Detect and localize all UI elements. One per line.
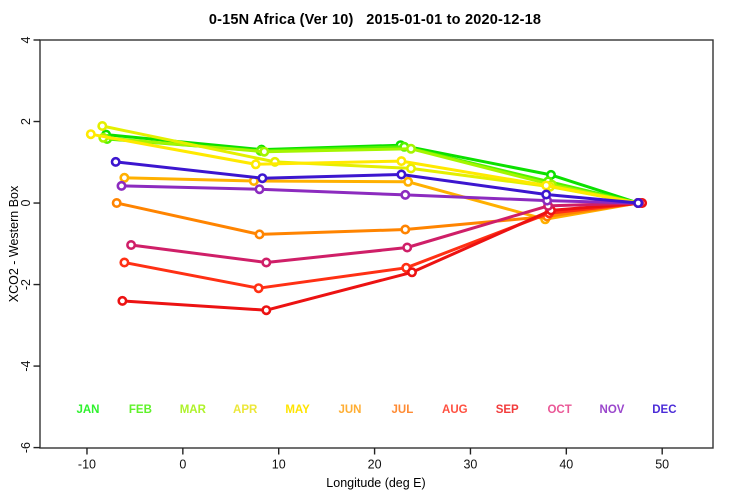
month-label-FEB: FEB: [129, 404, 152, 416]
x-tick-label: 40: [559, 458, 573, 472]
month-label-JUL: JUL: [392, 404, 414, 416]
month-label-SEP: SEP: [496, 404, 519, 416]
y-tick-label: 2: [19, 118, 33, 125]
month-label-DEC: DEC: [652, 404, 676, 416]
x-tick-label: -10: [78, 458, 96, 472]
data-point-JUN: [403, 176, 414, 187]
month-label-MAR: MAR: [180, 404, 207, 416]
data-point-DEC: [633, 198, 644, 209]
data-point-AUG: [253, 283, 264, 294]
data-point-APR: [97, 121, 108, 132]
data-point-APR: [405, 163, 416, 174]
y-tick-label: 4: [19, 36, 33, 43]
data-point-SEP: [406, 267, 417, 278]
data-point-SEP: [117, 295, 128, 306]
series-line-APR: [100, 124, 640, 205]
data-point-NOV: [116, 180, 127, 191]
x-tick-label: 20: [368, 458, 382, 472]
month-label-NOV: NOV: [600, 404, 625, 416]
y-tick-label: -4: [19, 360, 33, 371]
data-point-JUL: [111, 198, 122, 209]
y-tick-label: 0: [19, 200, 33, 207]
data-point-DEC: [541, 189, 552, 200]
data-point-DEC: [110, 156, 121, 167]
month-label-APR: APR: [233, 404, 258, 416]
data-point-JUN: [119, 172, 130, 183]
y-axis-title: XCO2 - Western Box: [7, 185, 21, 303]
series-line-JUL: [115, 201, 640, 236]
data-point-JUL: [400, 224, 411, 235]
y-tick-label: -6: [19, 442, 33, 453]
data-point-JUL: [254, 229, 265, 240]
data-point-MAY: [85, 129, 96, 140]
data-point-DEC: [396, 169, 407, 180]
x-tick-label: 30: [463, 458, 477, 472]
data-point-SEP: [261, 305, 272, 316]
y-tick-label: -2: [19, 279, 33, 290]
x-axis-title: Longitude (deg E): [326, 476, 426, 490]
data-point-MAR: [259, 146, 270, 157]
x-tick-label: 50: [655, 458, 669, 472]
month-label-AUG: AUG: [442, 404, 468, 416]
data-point-AUG: [119, 257, 130, 268]
data-point-NOV: [254, 184, 265, 195]
data-point-NOV: [400, 189, 411, 200]
data-point-MAY: [541, 180, 552, 191]
series-line-SEP: [120, 201, 644, 312]
data-point-DEC: [257, 173, 268, 184]
data-point-MAY: [396, 156, 407, 167]
data-point-OCT: [126, 240, 137, 251]
data-point-MAR: [405, 143, 416, 154]
month-label-JUN: JUN: [338, 404, 361, 416]
month-label-JAN: JAN: [76, 404, 99, 416]
data-point-OCT: [261, 257, 272, 268]
data-point-OCT: [402, 242, 413, 253]
plot-frame: [39, 39, 714, 449]
month-label-MAY: MAY: [285, 404, 310, 416]
month-label-OCT: OCT: [547, 404, 571, 416]
data-point-MAY: [250, 159, 261, 170]
page-title: 0-15N Africa (Ver 10) 2015-01-01 to 2020…: [208, 12, 542, 28]
x-tick-label: 10: [272, 458, 286, 472]
x-tick-label: 0: [179, 458, 186, 472]
